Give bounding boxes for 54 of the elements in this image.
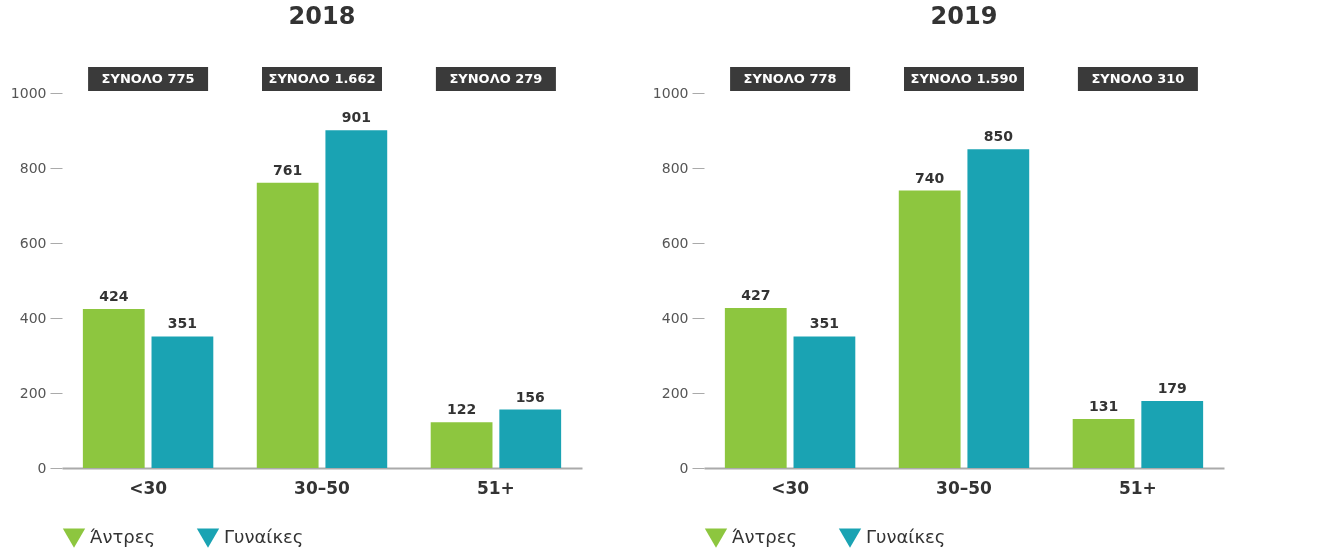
y-tick-label: 600 xyxy=(19,234,47,251)
bar xyxy=(325,130,388,468)
data-label: 122 xyxy=(446,401,477,418)
y-tick-label: 800 xyxy=(19,159,47,176)
bar xyxy=(151,336,214,468)
bar xyxy=(82,309,145,468)
y-tick-label: 400 xyxy=(661,309,689,326)
data-label: 351 xyxy=(167,315,198,332)
legend-label: Άντρες xyxy=(732,526,798,548)
text: ΣΥΝΟΛΟ 279 xyxy=(449,71,543,86)
data-label: 179 xyxy=(1157,379,1187,396)
bar xyxy=(793,336,856,468)
y-tick-label: 400 xyxy=(19,309,47,326)
y-tick-label: 200 xyxy=(19,384,47,401)
data-label: 427 xyxy=(741,286,771,303)
x-tick-label: 51+ xyxy=(1118,477,1157,498)
chart-title: 2019 xyxy=(930,2,998,30)
y-tick-label: 0 xyxy=(679,459,689,476)
data-label: 761 xyxy=(273,161,303,178)
y-tick-label: 600 xyxy=(661,234,689,251)
text: ΣΥΝΟΛΟ 1.662 xyxy=(268,71,376,86)
data-label: 131 xyxy=(1088,397,1119,414)
bar xyxy=(430,422,493,468)
data-label: 901 xyxy=(341,109,371,126)
y-tick-label: 1000 xyxy=(652,84,689,101)
bar xyxy=(898,190,961,468)
chart-title: 2018 xyxy=(288,2,356,30)
text: ΣΥΝΟΛΟ 1.590 xyxy=(910,71,1018,86)
data-label: 156 xyxy=(515,388,545,405)
data-label: 740 xyxy=(915,169,945,186)
legend-label: Γυναίκες xyxy=(224,526,304,548)
bar xyxy=(1141,400,1204,468)
y-tick-label: 200 xyxy=(661,384,689,401)
bar xyxy=(967,149,1030,468)
data-label: 424 xyxy=(99,288,129,304)
x-tick-label: 30–50 xyxy=(936,477,993,498)
bar xyxy=(1072,418,1135,468)
legend-label: Άντρες xyxy=(90,526,156,548)
text: ΣΥΝΟΛΟ 775 xyxy=(101,71,195,86)
legend-label: Γυναίκες xyxy=(866,526,946,548)
data-label: 850 xyxy=(983,128,1014,145)
bar xyxy=(256,182,319,468)
y-tick-label: 1000 xyxy=(10,84,47,101)
x-tick-label: 30–50 xyxy=(294,477,351,498)
x-tick-label: <30 xyxy=(129,477,168,498)
text: ΣΥΝΟΛΟ 310 xyxy=(1091,71,1185,86)
x-tick-label: <30 xyxy=(771,477,810,498)
y-tick-label: 0 xyxy=(37,459,47,476)
text: ΣΥΝΟΛΟ 778 xyxy=(743,71,837,86)
y-tick-label: 800 xyxy=(661,159,689,176)
bar xyxy=(499,409,562,468)
bar xyxy=(724,307,787,468)
data-label: 351 xyxy=(809,315,840,332)
x-tick-label: 51+ xyxy=(476,477,515,498)
